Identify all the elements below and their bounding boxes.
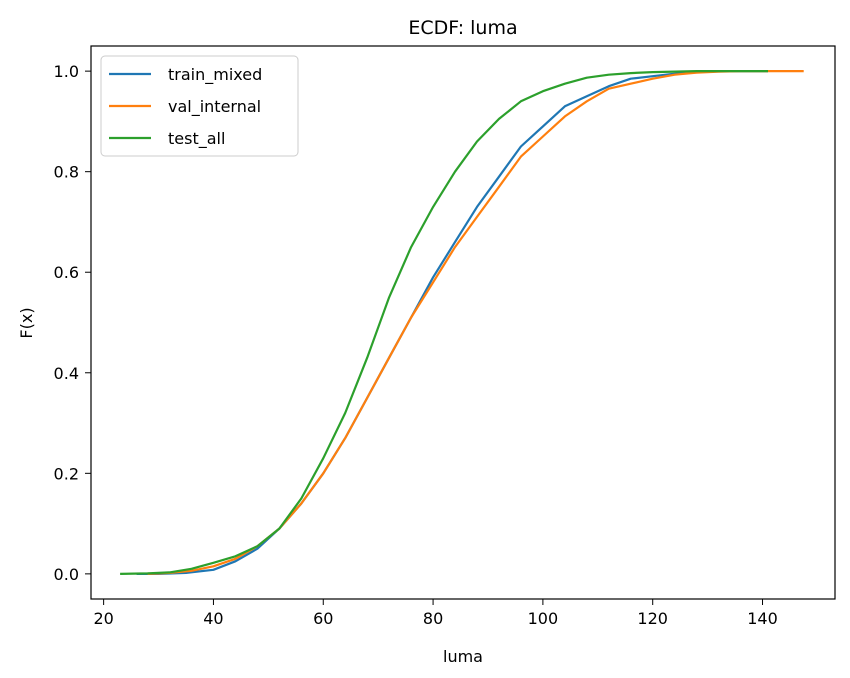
- series-line-test_all: [120, 69, 768, 575]
- x-tick-label: 60: [313, 609, 333, 628]
- y-tick-label: 0.0: [54, 565, 79, 584]
- series-line-train_mixed: [136, 69, 768, 576]
- chart-title: ECDF: luma: [408, 17, 517, 39]
- y-tick-label: 0.6: [54, 263, 79, 282]
- x-tick-label: 120: [637, 609, 668, 628]
- y-tick-label: 0.8: [54, 163, 79, 182]
- y-axis-label: F(x): [17, 307, 36, 338]
- x-axis-ticks: 20 40 60 80 100 120 140: [93, 599, 778, 628]
- plot-frame: [90, 45, 836, 600]
- legend-label: val_internal: [168, 97, 261, 117]
- legend-label: test_all: [168, 129, 225, 149]
- x-tick-label: 20: [93, 609, 113, 628]
- y-tick-label: 1.0: [54, 62, 79, 81]
- x-tick-label: 140: [747, 609, 778, 628]
- x-axis-label: luma: [443, 647, 483, 666]
- plot-area: [120, 69, 804, 576]
- legend: train_mixed val_internal test_all: [100, 55, 299, 157]
- y-tick-label: 0.2: [54, 464, 79, 483]
- y-axis-ticks: 0.0 0.2 0.4 0.6 0.8 1.0: [54, 62, 91, 584]
- legend-box: [100, 55, 299, 157]
- x-tick-label: 40: [203, 609, 223, 628]
- y-tick-label: 0.4: [54, 364, 79, 383]
- x-tick-label: 80: [423, 609, 443, 628]
- x-tick-label: 100: [528, 609, 559, 628]
- legend-label: train_mixed: [168, 65, 262, 85]
